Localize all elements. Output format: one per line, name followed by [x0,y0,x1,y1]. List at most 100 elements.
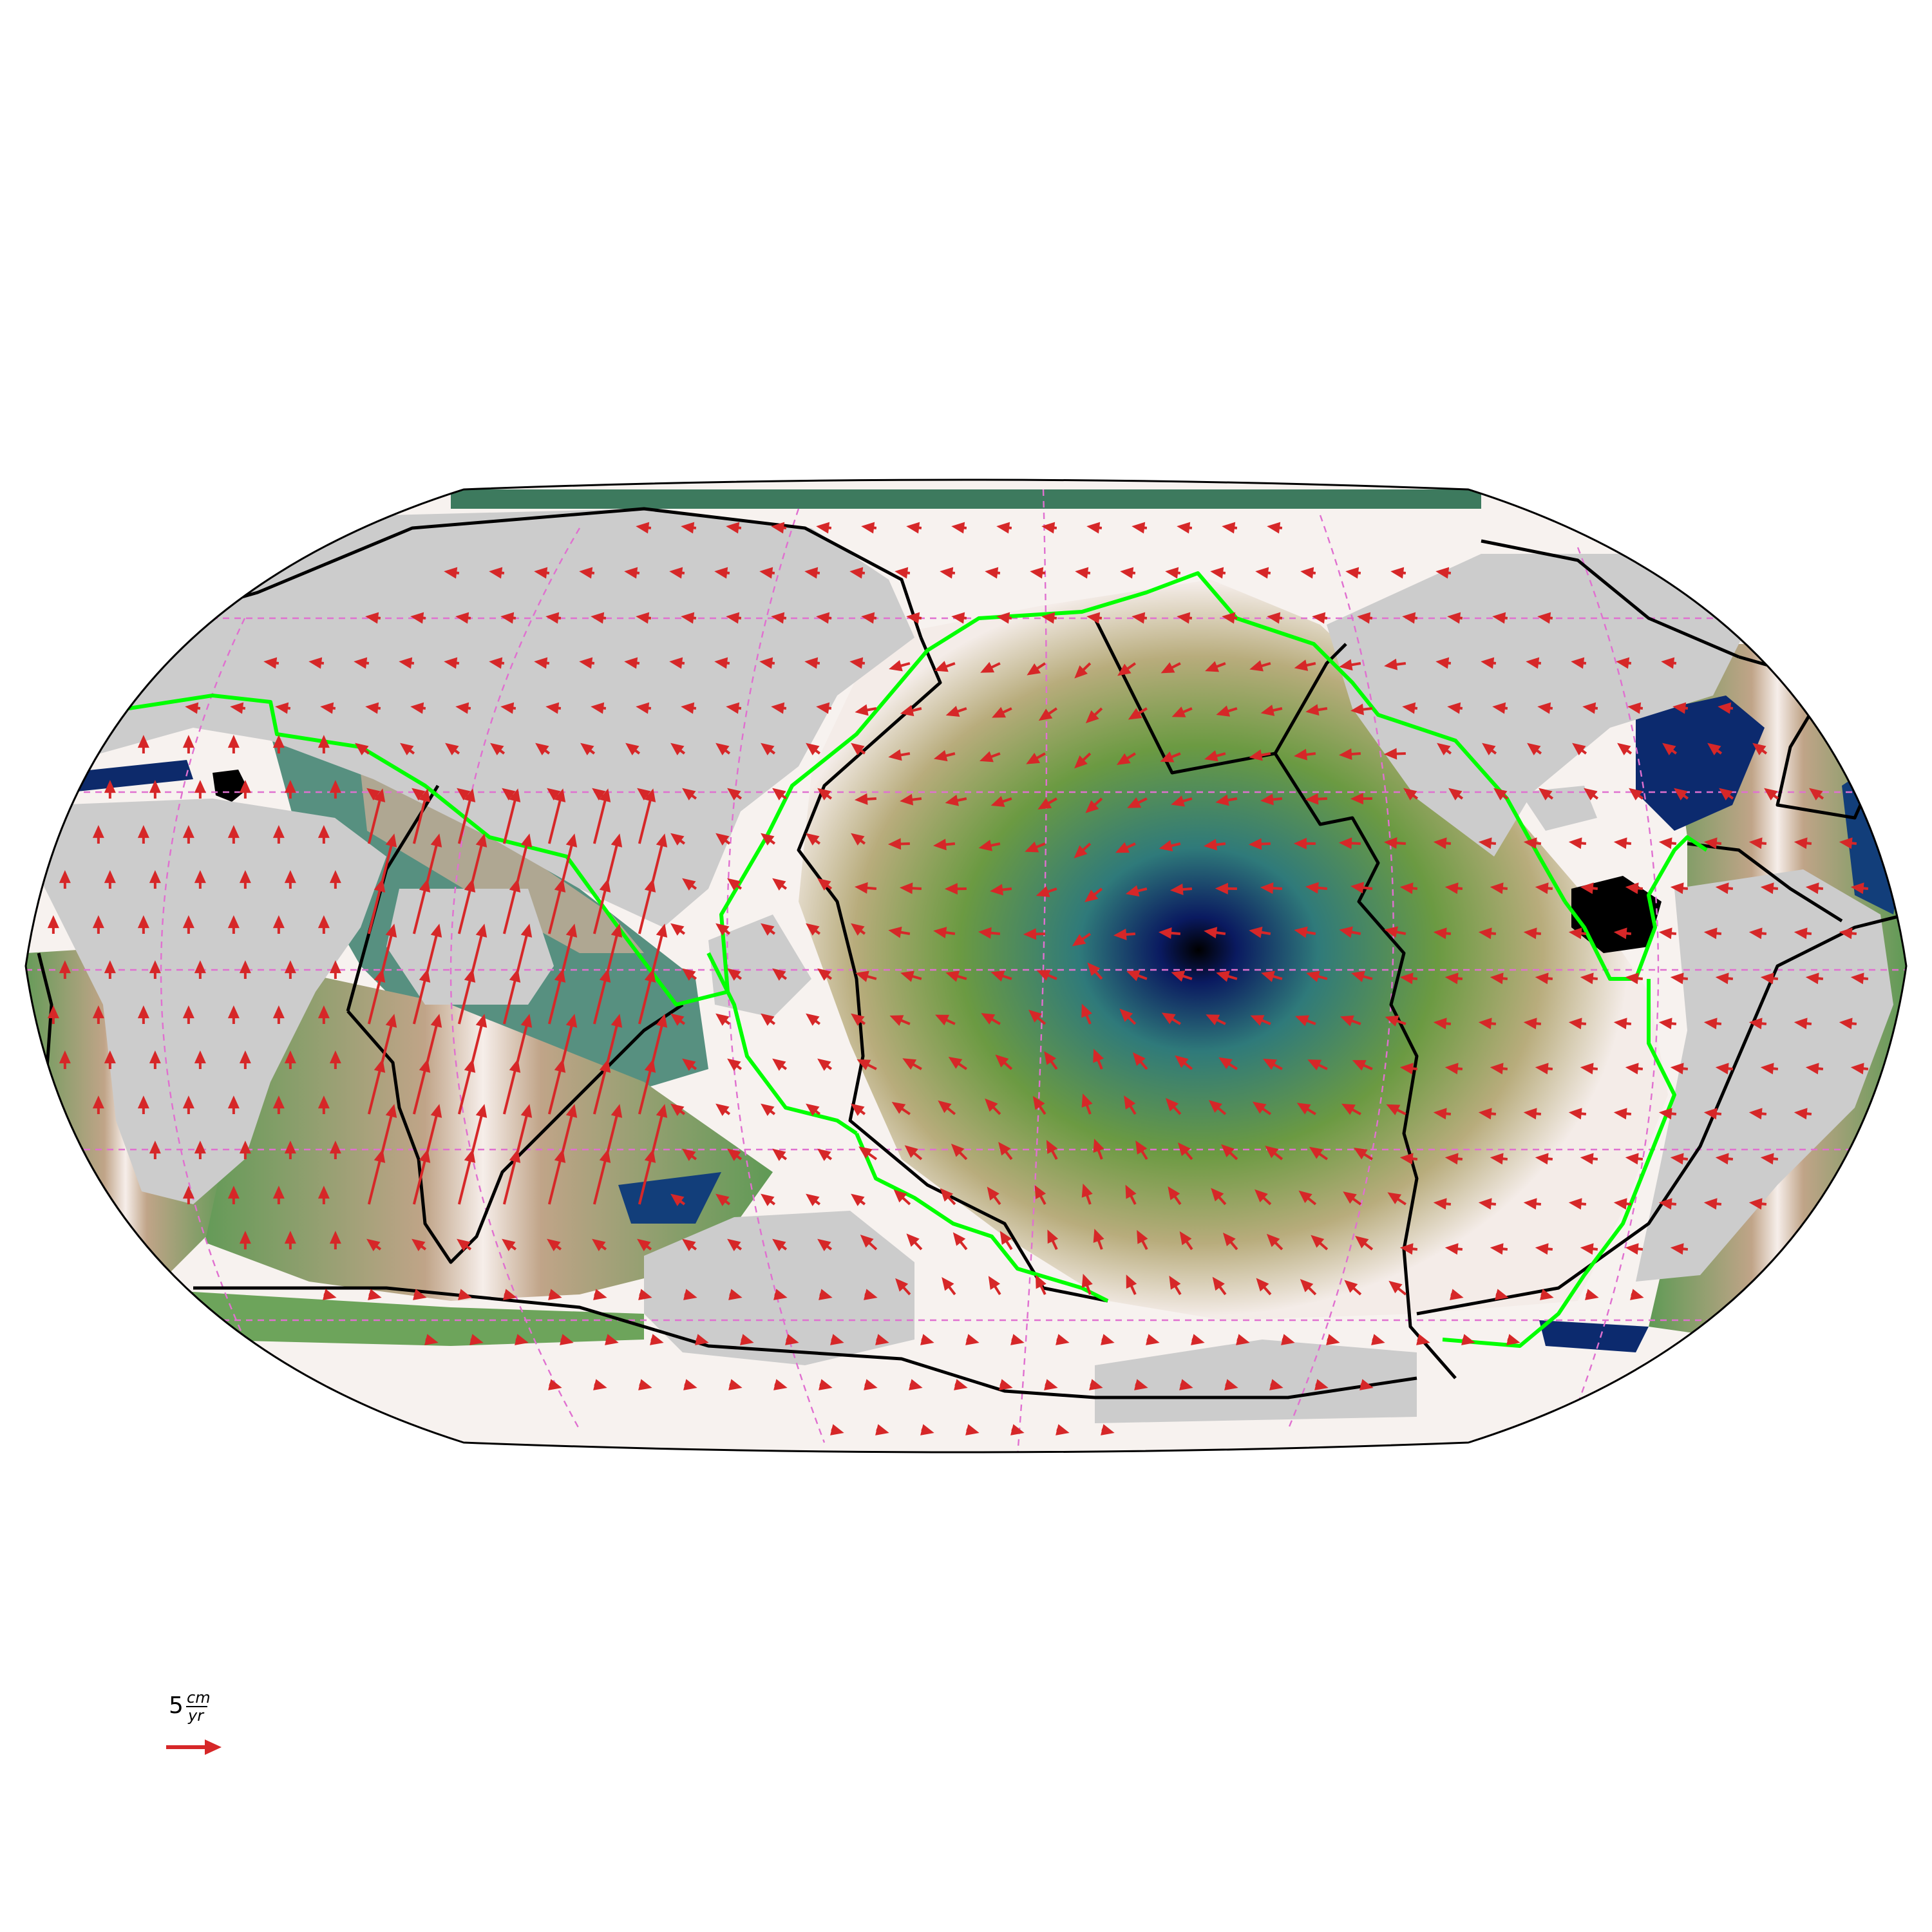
velocity-arrow [1026,752,1046,764]
velocity-arrow [1353,1148,1373,1160]
velocity-arrow [1010,1424,1025,1435]
velocity-arrow [1670,882,1689,895]
velocity-arrow [1670,1063,1689,1075]
plate-boundary-southern [193,1286,1417,1399]
velocity-arrow [771,612,787,624]
velocity-arrow [1493,788,1509,800]
velocity-arrow [1081,1183,1093,1205]
velocity-arrow [1089,1379,1103,1390]
velocity-arrow [1523,1018,1542,1030]
velocity-arrow [1267,522,1283,534]
velocity-arrow [1357,612,1373,624]
velocity-arrow [104,1050,116,1069]
velocity-arrow [47,915,59,934]
velocity-arrow [1580,972,1598,985]
velocity-arrow [817,1238,833,1251]
caribbean-black-basin [1571,876,1662,953]
velocity-arrow [1478,1198,1497,1210]
velocity-arrow [1165,567,1181,579]
velocity-arrow [1390,567,1406,579]
velocity-arrow [816,702,832,714]
velocity-arrow [1580,882,1598,895]
graticule-line [1016,489,1048,1452]
velocity-arrow [104,960,116,979]
velocity-arrow [1255,567,1271,579]
velocity-arrow [1093,1228,1104,1250]
velocity-arrow [1179,1379,1193,1390]
velocity-arrow [998,1142,1013,1160]
velocity-arrow [1222,612,1238,624]
velocity-arrow [1269,1379,1283,1390]
east-asia-fragment [708,914,811,1018]
velocity-arrow [945,795,967,806]
velocity-arrow [1146,1334,1160,1345]
velocity-arrow [1805,882,1824,895]
velocity-arrow [1658,837,1677,849]
velocity-arrow [849,657,866,669]
velocity-arrow [1113,929,1136,940]
velocity-arrow [1041,612,1057,624]
velocity-arrow [1672,702,1689,714]
velocity-arrow [1435,567,1452,579]
velocity-arrow [726,702,742,714]
velocity-arrow [638,1149,656,1205]
velocity-arrow [399,657,415,669]
velocity-arrow [1805,972,1824,985]
velocity-arrow [182,735,194,753]
velocity-arrow [1035,1274,1046,1295]
velocity-arrow [317,825,330,844]
velocity-arrow [714,567,730,579]
velocity-arrow [992,706,1012,718]
velocity-arrow [502,788,521,844]
subduction-zones [128,571,1708,1348]
velocity-arrow [1748,1198,1767,1210]
southern-ocean-crust [116,1288,644,1346]
velocity-arrow [1032,1095,1046,1115]
velocity-arrow [137,1095,149,1114]
velocity-arrow [909,1379,923,1390]
velocity-arrow [1585,1289,1599,1300]
velocity-arrow [1433,837,1452,849]
antarctica-east [1095,1340,1417,1423]
velocity-arrow [1658,1018,1677,1030]
velocity-arrow [580,743,596,755]
velocity-arrow [1338,748,1361,761]
velocity-arrow [1715,1063,1734,1075]
velocity-arrow [625,743,641,755]
velocity-arrow [1211,1188,1227,1206]
velocity-arrow [1625,972,1643,985]
velocity-arrow [1116,752,1136,765]
velocity-arrow [137,825,149,844]
velocity-arrow [1447,612,1463,624]
velocity-arrow [934,661,956,672]
velocity-arrow [227,915,240,934]
velocity-arrow [104,780,116,799]
velocity-arrow [1252,1101,1271,1115]
velocity-arrow [1568,1198,1587,1210]
velocity-arrow [727,788,743,800]
velocity-arrow [670,1103,686,1116]
velocity-arrow [457,788,476,844]
velocity-arrow [1748,837,1767,849]
velocity-arrow [900,705,922,717]
velocity-arrow [1568,927,1587,940]
velocity-arrow [1171,706,1193,717]
velocity-arrow [1383,748,1406,760]
velocity-arrow [1165,1097,1182,1115]
velocity-arrow [1300,567,1316,579]
velocity-arrow [1127,797,1148,808]
velocity-arrow [1168,1186,1182,1206]
velocity-legend: 5 cm yr [166,1689,222,1755]
velocity-arrow [1044,1051,1058,1070]
velocity-arrow [1448,788,1464,800]
legend-arrow [166,1739,222,1755]
velocity-arrow [185,702,201,714]
velocity-arrow [683,1379,697,1390]
velocity-arrow [400,743,415,755]
velocity-arrow [1339,659,1361,671]
velocity-arrow [1492,612,1508,624]
velocity-arrow [1670,1243,1689,1255]
velocity-arrow [979,751,1001,762]
south-america [1636,869,1893,1282]
velocity-arrow [1794,837,1812,849]
